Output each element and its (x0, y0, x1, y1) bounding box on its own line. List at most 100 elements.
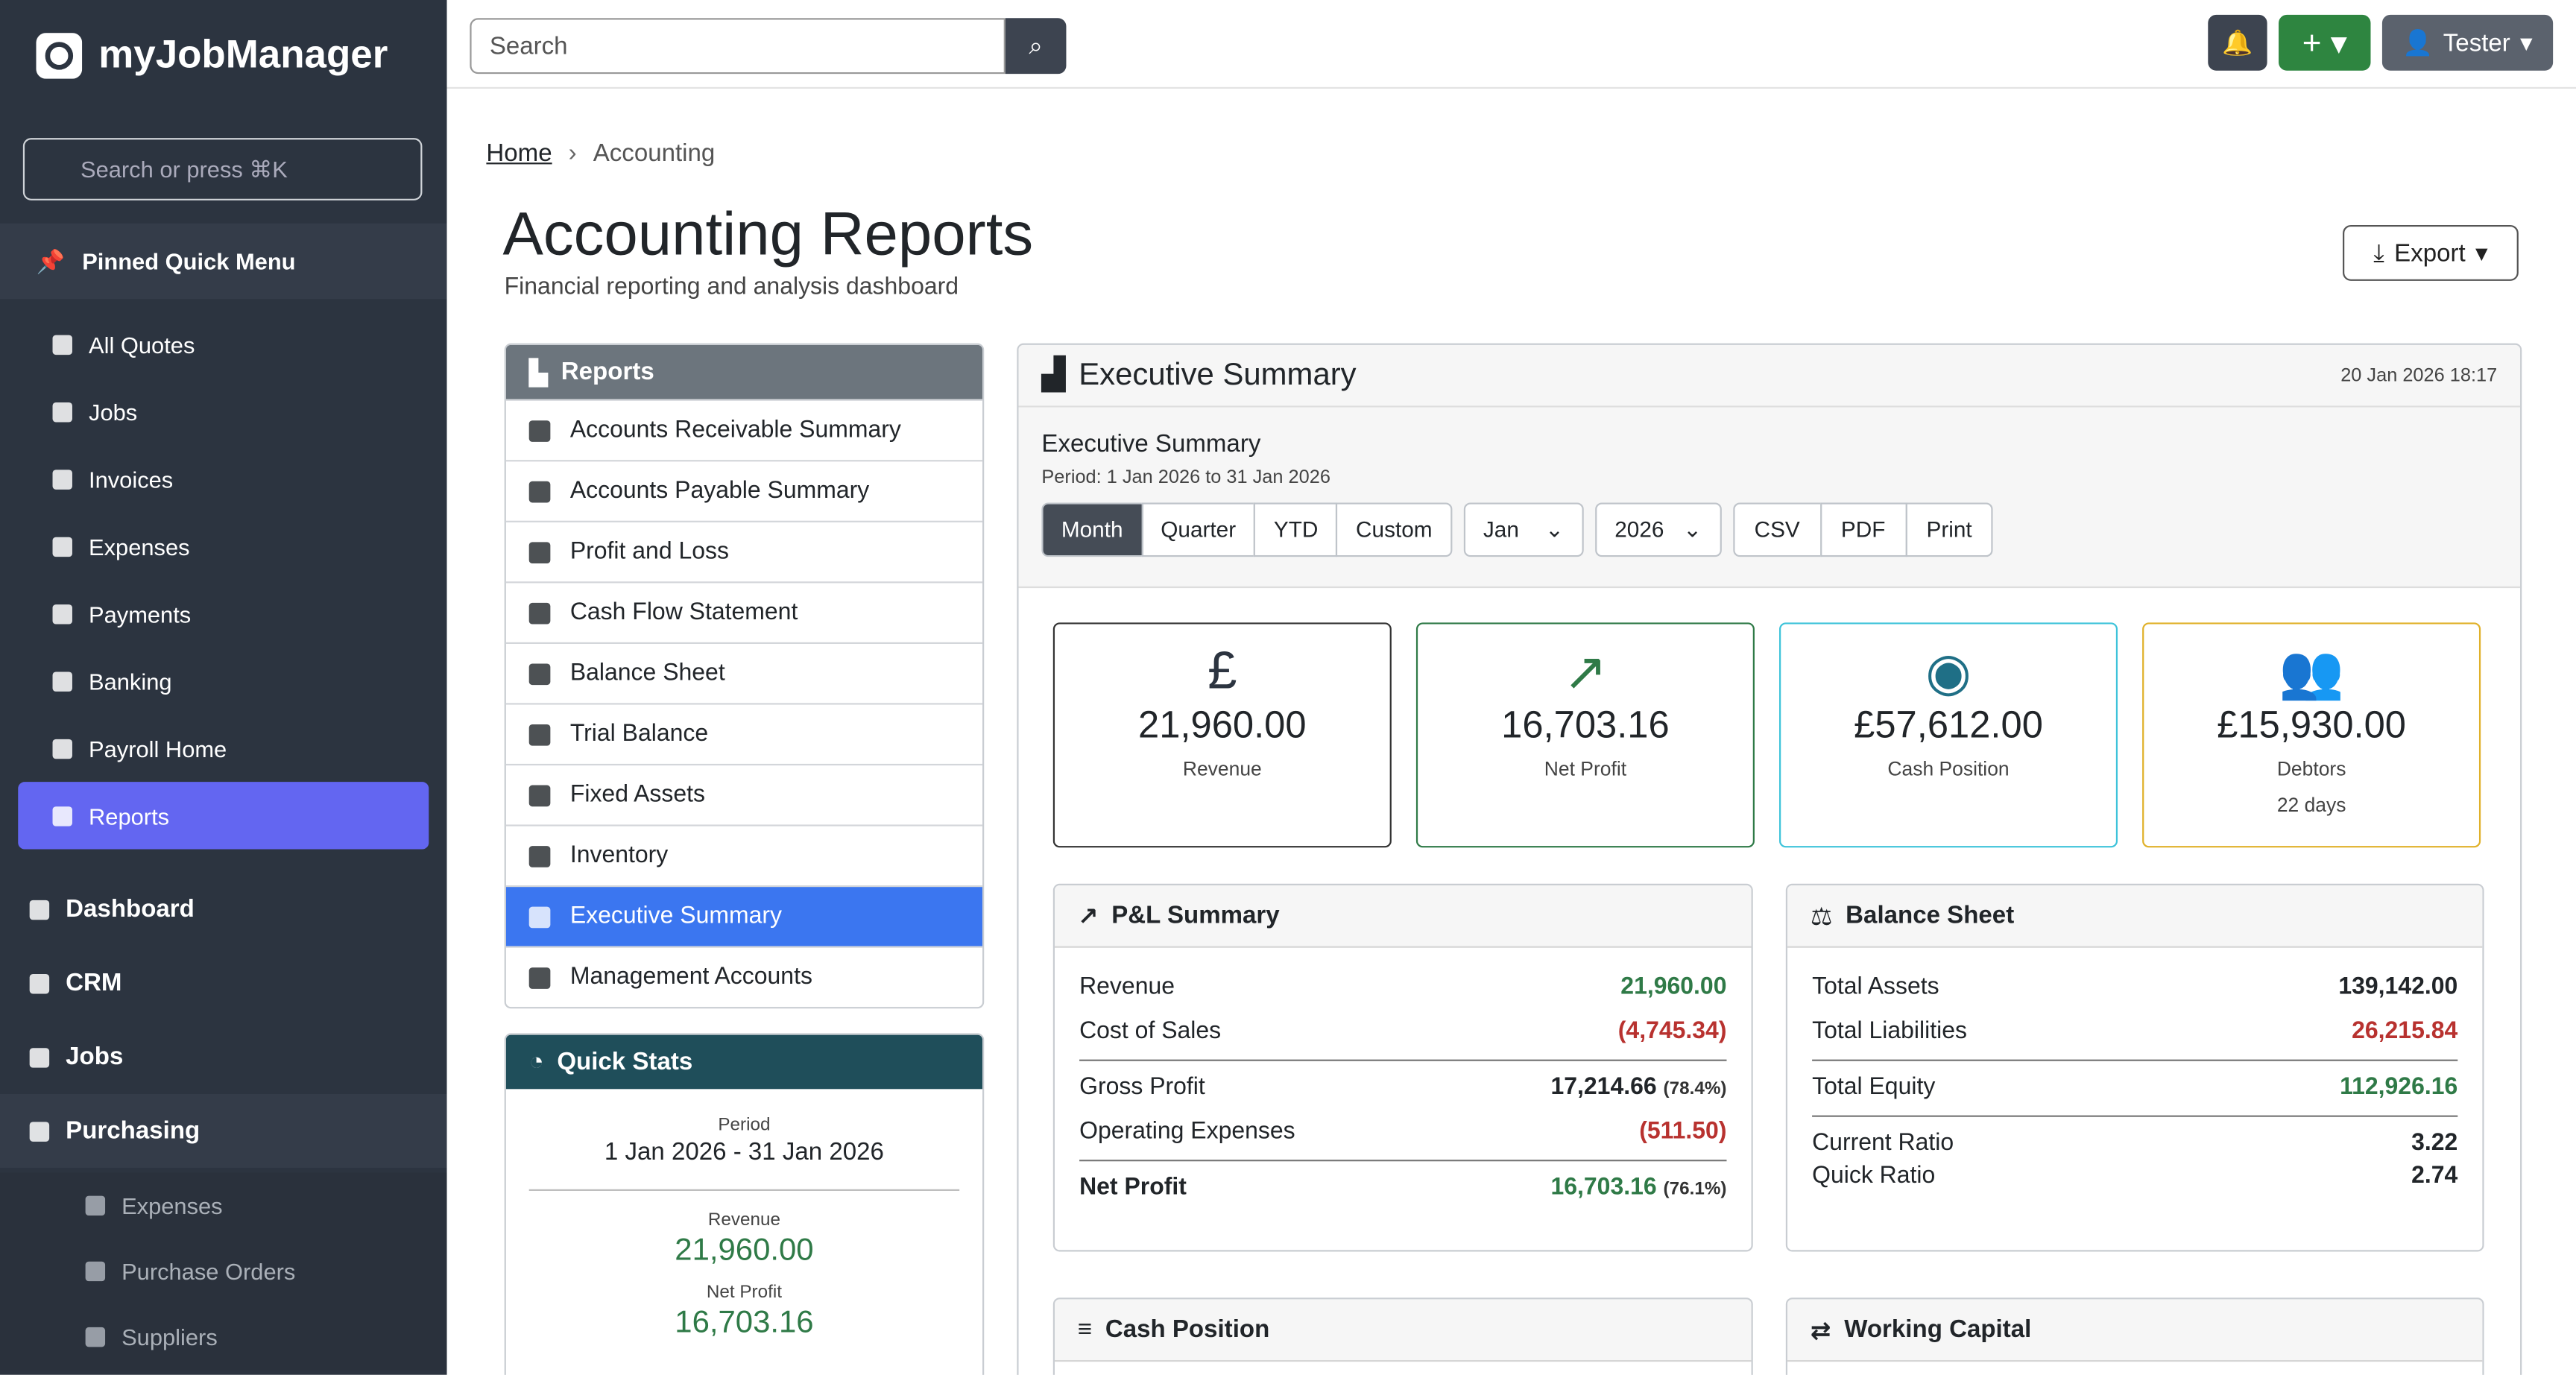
report-link[interactable]: Cash Flow Statement (505, 581, 983, 642)
sidebar-search[interactable]: Search or press ⌘K (22, 138, 423, 200)
kpi-icon: ↗ (1563, 642, 1608, 702)
report-label: Balance Sheet (569, 660, 725, 687)
nav-item[interactable]: Dashboard (0, 872, 447, 946)
report-link[interactable]: Balance Sheet (505, 642, 983, 704)
row-value: 16,703.16 (1550, 1174, 1657, 1201)
nav-item[interactable]: Purchasing (0, 1093, 447, 1169)
range-group: Month Quarter YTD Custom (1041, 502, 1453, 557)
nav-icon (52, 671, 72, 691)
add-button[interactable]: + ▾ (2279, 14, 2371, 71)
user-menu[interactable]: 👤 Tester ▾ (2381, 14, 2554, 71)
report-label: Fixed Assets (569, 782, 705, 809)
kpi-value: 21,960.00 (1138, 703, 1307, 746)
stat-label: Net Profit (706, 1283, 782, 1303)
report-label: Accounts Payable Summary (569, 478, 870, 505)
report-link[interactable]: Fixed Assets (505, 763, 983, 825)
range-button[interactable]: Month (1041, 502, 1143, 557)
balance-card: ⚖ Balance Sheet Total Assets 139,142.00 To… (1785, 883, 2484, 1252)
nav-item[interactable]: Jobs (0, 1020, 447, 1094)
report-label: Cash Flow Statement (569, 599, 798, 626)
kpi-label: Net Profit (1544, 757, 1627, 780)
report-link[interactable]: Executive Summary (505, 885, 983, 946)
nav-icon (85, 1261, 106, 1282)
report-link[interactable]: Inventory (505, 824, 983, 885)
report-link[interactable]: Trial Balance (505, 703, 983, 764)
nav-item[interactable]: Reports (18, 782, 429, 850)
nav-item[interactable]: Banking (0, 647, 447, 714)
nav-item[interactable]: Invoices (0, 445, 447, 512)
search-placeholder: Search (489, 31, 568, 60)
nav-label: Purchase Orders (121, 1258, 296, 1285)
pl-card: ↗ P&L Summary Revenue 21,960.00 Cost of Sa… (1052, 883, 1753, 1252)
cash-card: ≡ Cash Position (1052, 1297, 1753, 1375)
pinned-title: Pinned Quick Menu (82, 247, 296, 275)
quick-stats-items: Revenue 21,960.00 Net Profit 16,703.16 (506, 1210, 982, 1341)
export-format-button[interactable]: CSV (1732, 502, 1822, 557)
page-subtitle: Financial reporting and analysis dashboa… (504, 274, 959, 301)
reports-menu: ▙ Reports Accounts Receivable Summary Acco… (504, 343, 985, 1009)
nav-icon (29, 1121, 50, 1141)
summary-header: ▟ Executive Summary 20 Jan 2026 18:17 (1018, 344, 2521, 408)
notifications-button[interactable]: 🔔 (2208, 14, 2267, 71)
nav-icon (29, 973, 50, 993)
range-button[interactable]: Custom (1336, 502, 1453, 557)
nav-icon (52, 401, 72, 422)
kpi-card: 👥 £15,930.00 Debtors 22 days (2142, 622, 2481, 848)
report-link[interactable]: Management Accounts (505, 946, 983, 1008)
nav-icon (52, 806, 72, 826)
nav-item[interactable]: Suppliers (0, 1304, 447, 1370)
top-search[interactable]: Search (470, 18, 1006, 75)
row-label: Total Liabilities (1812, 1018, 1967, 1045)
nav-item[interactable]: Expenses (0, 513, 447, 580)
export-group: CSV PDF Print (1732, 502, 1994, 557)
kpi-value: £57,612.00 (1854, 703, 2043, 746)
report-link[interactable]: Profit and Loss (505, 520, 983, 582)
export-format-button[interactable]: Print (1904, 502, 1994, 557)
summary-title: Executive Summary (1079, 358, 1357, 393)
export-button[interactable]: ⤓ Export ▾ (2343, 224, 2519, 281)
year-select[interactable]: 2026 ⌄ (1594, 502, 1722, 557)
month-select[interactable]: Jan ⌄ (1463, 502, 1584, 557)
pinned-list: All Quotes Jobs Invoices Expenses Payments Ba… (0, 311, 447, 850)
balance-title: Balance Sheet (1846, 902, 2015, 930)
search-button[interactable]: ⌕ (1005, 18, 1067, 75)
report-link[interactable]: Accounts Receivable Summary (505, 399, 983, 461)
report-icon (528, 601, 551, 624)
range-button[interactable]: YTD (1254, 502, 1338, 557)
brand-name: myJobManager (98, 33, 388, 78)
nav-item[interactable]: CRM (0, 946, 447, 1020)
pl-body: Revenue 21,960.00 Cost of Sales (4,745.34)… (1055, 948, 1752, 1201)
report-label: Accounts Receivable Summary (569, 417, 901, 444)
breadcrumb-link[interactable]: Home (486, 139, 552, 168)
range-button[interactable]: Quarter (1140, 502, 1256, 557)
kpi-label: Debtors (2276, 757, 2346, 780)
row-label: Quick Ratio (1812, 1163, 1936, 1189)
brand: myJobManager (36, 33, 388, 79)
nav-item[interactable]: Jobs (0, 378, 447, 445)
working-capital-title: Working Capital (1844, 1315, 2032, 1344)
summary-period: Period: 1 Jan 2026 to 31 Jan 2026 (1041, 468, 1330, 488)
report-link[interactable]: Accounts Payable Summary (505, 460, 983, 521)
report-label: Profit and Loss (569, 538, 730, 566)
nav-item[interactable]: Expenses (0, 1173, 447, 1239)
nav-item[interactable]: All Quotes (0, 311, 447, 378)
pinned-header[interactable]: 📌 Pinned Quick Menu (0, 223, 447, 300)
row-label: Current Ratio (1812, 1130, 1954, 1157)
nav-item[interactable]: Purchase Orders (0, 1239, 447, 1304)
stat-value: 16,703.16 (675, 1306, 814, 1341)
kpi-icon: 👥 (2279, 642, 2345, 702)
period-label: Period (718, 1115, 771, 1136)
report-icon (528, 844, 551, 867)
report-icon (528, 663, 551, 684)
row-value: 139,142.00 (2338, 974, 2458, 1001)
nav-icon (52, 738, 72, 759)
kpi-note: 22 days (2276, 793, 2346, 817)
kpi-card: ↗ 16,703.16 Net Profit (1415, 622, 1755, 848)
row-value: 112,926.16 (2340, 1074, 2458, 1101)
nav-label: CRM (66, 969, 122, 997)
nav-item[interactable]: Payments (0, 580, 447, 647)
reports-list: Accounts Receivable Summary Accounts Paya… (505, 399, 983, 1008)
reports-title: Reports (561, 358, 654, 386)
export-format-button[interactable]: PDF (1819, 502, 1907, 557)
nav-item[interactable]: Payroll Home (0, 715, 447, 782)
